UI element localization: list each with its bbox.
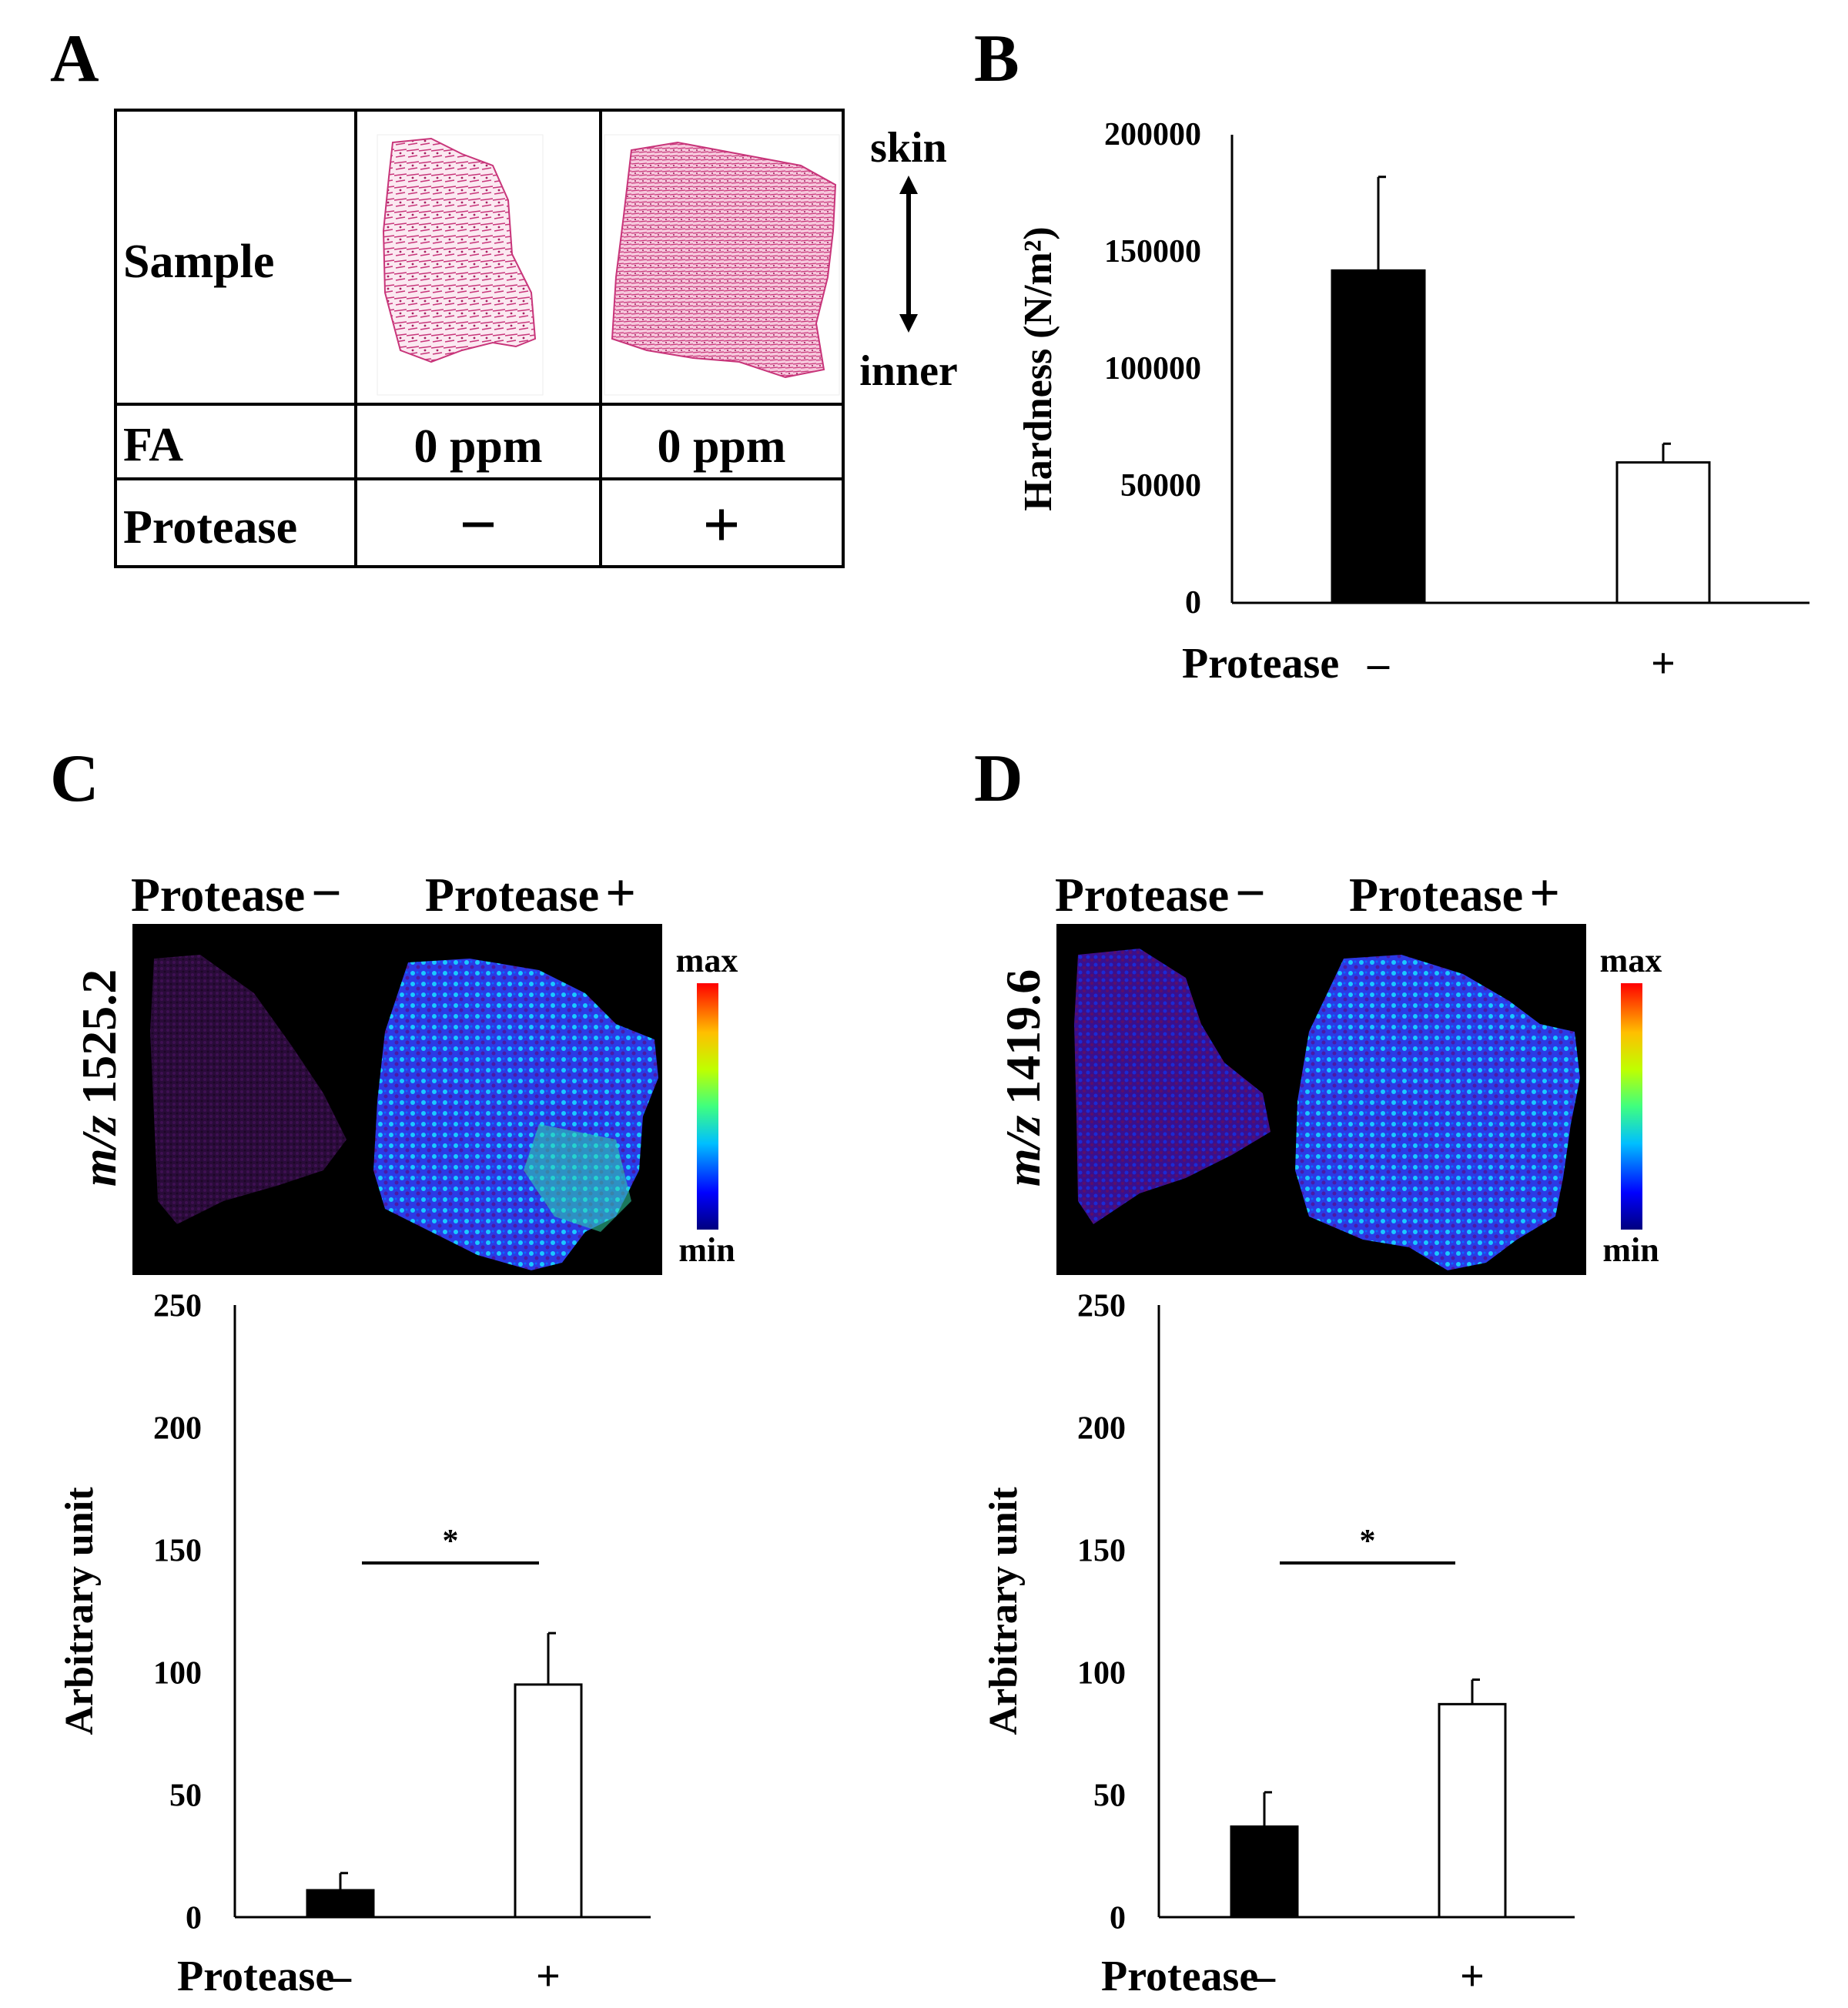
section-image-protease-plus (604, 134, 840, 396)
y-tick-label: 200000 (1104, 117, 1201, 152)
bar-protease-plus (1615, 461, 1711, 604)
y-tick-label: 250 (153, 1289, 202, 1324)
chart-b-hardness: 0 50000 100000 150000 200000 Hardness (N/m²) –… (1016, 117, 1810, 688)
ms-c-colorbar-max: max (676, 942, 738, 979)
ms-d-tissue-plus (1295, 955, 1580, 1270)
y-tick-label: 200 (1077, 1411, 1126, 1447)
y-tick-label: 250 (1077, 1289, 1126, 1324)
ms-d-title-plus: Protease + (1349, 864, 1560, 923)
ms-d-title-plus-label: Protease (1349, 869, 1523, 922)
y-tick-label: 0 (1185, 585, 1201, 621)
orientation-arrow-icon (899, 176, 918, 333)
ms-c-title-plus-label: Protease (425, 869, 599, 922)
ms-c-colorbar (697, 983, 718, 1230)
y-tick-label: 150000 (1104, 234, 1201, 269)
category-axis-title: Protease (1101, 1953, 1258, 2000)
panel-letter-a: A (50, 22, 99, 96)
category-label: + (1460, 1953, 1485, 2000)
protease-sign-minus: − (459, 487, 497, 561)
ms-c-mz-label: m/z 1525.2 (72, 969, 126, 1186)
category-axis-title: Protease (1182, 640, 1339, 688)
chart-c-arbitrary: 0 50 100 150 200 250 Arbitrary unit – + Protease * (58, 1289, 651, 2000)
significance-marker: * (443, 1524, 459, 1559)
ms-d-mz-value: 1419.6 (996, 969, 1050, 1105)
row-label-fa: FA (123, 419, 183, 471)
ms-c-tissue-minus (150, 955, 346, 1224)
ms-d-title-minus-sign: − (1235, 864, 1266, 923)
ms-c-title-minus-label: Protease (131, 869, 305, 922)
ms-d-colorbar (1621, 983, 1642, 1230)
fa-value-plus: 0 ppm (657, 420, 785, 473)
ms-c-title-plus: Protease + (425, 864, 636, 923)
chart-d-arbitrary: 0 50 100 150 200 250 Arbitrary unit – + Protease * (982, 1289, 1575, 2000)
ms-d-mz-italic: m/z (996, 1116, 1050, 1187)
ms-c-mz-italic: m/z (72, 1116, 126, 1187)
y-tick-label: 0 (186, 1901, 202, 1936)
ms-c-hotspot (524, 1124, 631, 1232)
panel-letter-d: D (974, 741, 1023, 816)
row-label-protease: Protease (123, 501, 297, 554)
category-label: – (329, 1953, 352, 2000)
y-tick-label: 150 (1077, 1534, 1126, 1569)
y-tick-label: 50 (1093, 1779, 1126, 1814)
orientation-label-skin: skin (870, 124, 947, 172)
section-image-protease-minus (377, 134, 544, 396)
bar-protease-minus (1331, 269, 1426, 604)
category-axis-title: Protease (177, 1953, 334, 2000)
ms-d-title-minus: Protease − (1055, 864, 1266, 923)
bar-protease-plus (514, 1683, 583, 1919)
y-tick-label: 50 (169, 1779, 202, 1814)
protease-sign-plus: + (702, 487, 740, 561)
y-axis-label: Hardness (N/m²) (1016, 226, 1060, 510)
ms-c-title-minus: Protease − (131, 864, 342, 923)
y-tick-label: 100000 (1104, 351, 1201, 387)
y-tick-label: 0 (1110, 1901, 1126, 1936)
y-tick-label: 150 (153, 1534, 202, 1569)
category-label: – (1253, 1953, 1276, 2000)
y-axis-label: Arbitrary unit (982, 1487, 1026, 1735)
ms-d-tissue-minus (1074, 949, 1270, 1224)
ms-d-colorbar-max: max (1600, 942, 1662, 979)
y-tick-label: 200 (153, 1411, 202, 1447)
row-label-sample: Sample (123, 236, 274, 288)
fa-value-minus: 0 ppm (413, 420, 542, 473)
panel-a-table: Sample FA Protease 0 ppm 0 ppm − + skin … (114, 109, 958, 568)
ms-image-panel-c: Protease − Protease + m/z1525.2 max min (72, 864, 738, 1275)
panel-letter-c: C (50, 741, 99, 816)
bar-protease-minus (306, 1889, 375, 1919)
bar-protease-minus (1230, 1825, 1299, 1919)
ms-c-title-plus-sign: + (605, 864, 636, 923)
panel-letter-b: B (974, 22, 1019, 96)
ms-c-colorbar-min: min (678, 1231, 735, 1269)
y-tick-label: 100 (153, 1656, 202, 1692)
ms-d-mz-label: m/z 1419.6 (996, 969, 1050, 1186)
ms-d-colorbar-min: min (1602, 1231, 1659, 1269)
ms-d-title-plus-sign: + (1529, 864, 1560, 923)
category-label: + (1651, 640, 1676, 688)
category-label: + (536, 1953, 561, 2000)
orientation-label-inner: inner (859, 347, 958, 395)
y-axis-label: Arbitrary unit (58, 1487, 102, 1735)
ms-c-title-minus-sign: − (311, 864, 342, 923)
ms-d-title-minus-label: Protease (1055, 869, 1229, 922)
y-tick-label: 50000 (1120, 468, 1201, 504)
ms-image-panel-d: Protease − Protease + m/z1419.6 max min (996, 864, 1662, 1275)
bar-protease-plus (1438, 1702, 1507, 1919)
category-label: – (1367, 640, 1390, 688)
significance-marker: * (1360, 1524, 1376, 1559)
y-tick-label: 100 (1077, 1656, 1126, 1692)
ms-c-mz-value: 1525.2 (72, 969, 126, 1105)
